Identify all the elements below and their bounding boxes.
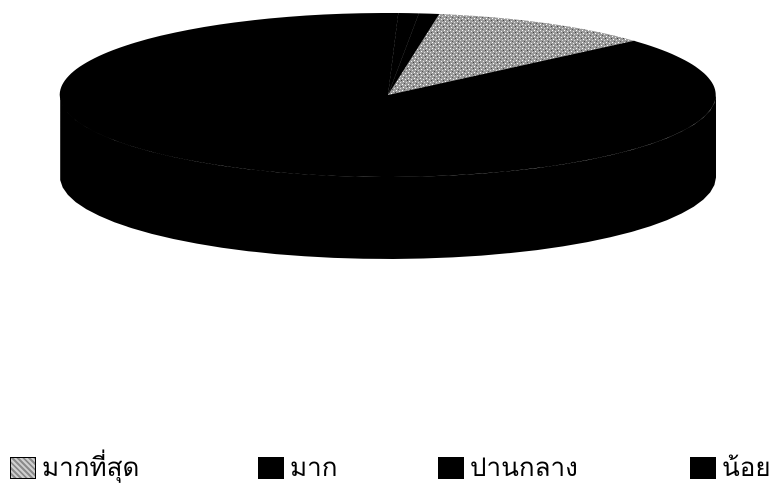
- legend-swatch-little: [690, 457, 716, 479]
- pie-wall-much: [60, 95, 716, 259]
- pie-slice-medium: [388, 13, 419, 95]
- legend-label-medium: ปานกลาง: [470, 453, 578, 483]
- legend-swatch-much: [258, 457, 284, 479]
- legend-label-most: มากที่สุด: [42, 453, 140, 483]
- legend-label-little: น้อย: [722, 453, 771, 483]
- legend-item-much: มาก: [258, 448, 337, 488]
- pie-slice-most: [388, 14, 634, 95]
- pie-slice-much: [59, 12, 716, 177]
- legend-item-little: น้อย: [690, 448, 771, 488]
- pie-slice-little: [388, 13, 440, 95]
- legend: มากที่สุด มาก ปานกลาง น้อย: [0, 448, 782, 488]
- legend-item-medium: ปานกลาง: [438, 448, 578, 488]
- legend-label-much: มาก: [290, 453, 338, 483]
- legend-swatch-most: [10, 457, 36, 479]
- legend-swatch-medium: [438, 457, 464, 479]
- legend-item-most: มากที่สุด: [10, 448, 139, 488]
